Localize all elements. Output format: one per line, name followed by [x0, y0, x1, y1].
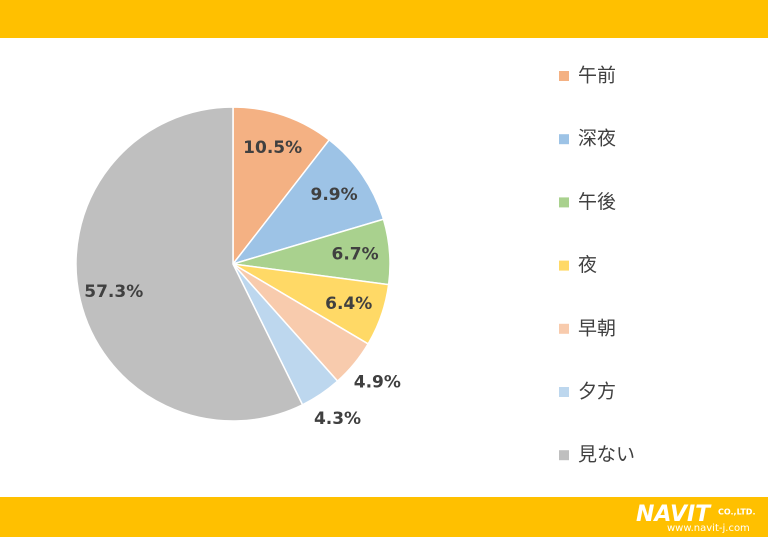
top-band: [0, 0, 768, 38]
legend-label: 深夜: [578, 128, 616, 150]
value-label: 4.9%: [354, 373, 401, 393]
pie-slice: [230, 138, 385, 266]
pie-slice: [232, 106, 331, 267]
value-label: 10.5%: [243, 138, 302, 158]
value-label: 9.9%: [310, 185, 357, 205]
pie-slice: [75, 106, 304, 422]
legend-label: 午前: [578, 65, 616, 87]
legend-marker: [559, 71, 569, 81]
value-label: 57.3%: [84, 282, 143, 302]
logo-name: NAVIT: [636, 502, 712, 527]
value-label: 6.7%: [332, 244, 379, 264]
value-label: 6.4%: [325, 294, 372, 314]
legend-marker: [559, 323, 569, 334]
legend-marker: [559, 450, 569, 461]
legend-marker: [559, 134, 569, 145]
logo-url: www.navit-j.com: [667, 523, 750, 534]
value-label: 4.3%: [314, 409, 361, 429]
legend-label: 午後: [578, 191, 616, 213]
legend-label: 見ない: [578, 444, 635, 466]
legend-marker: [559, 387, 569, 397]
legend-label: 夜: [578, 254, 597, 276]
logo-suffix: CO.,LTD.: [718, 508, 755, 517]
legend-label: 夕方: [578, 381, 616, 403]
legend-label: 早朝: [578, 317, 616, 339]
legend-marker: [559, 197, 569, 208]
legend-marker: [559, 260, 569, 271]
bottom-band: [0, 497, 768, 537]
